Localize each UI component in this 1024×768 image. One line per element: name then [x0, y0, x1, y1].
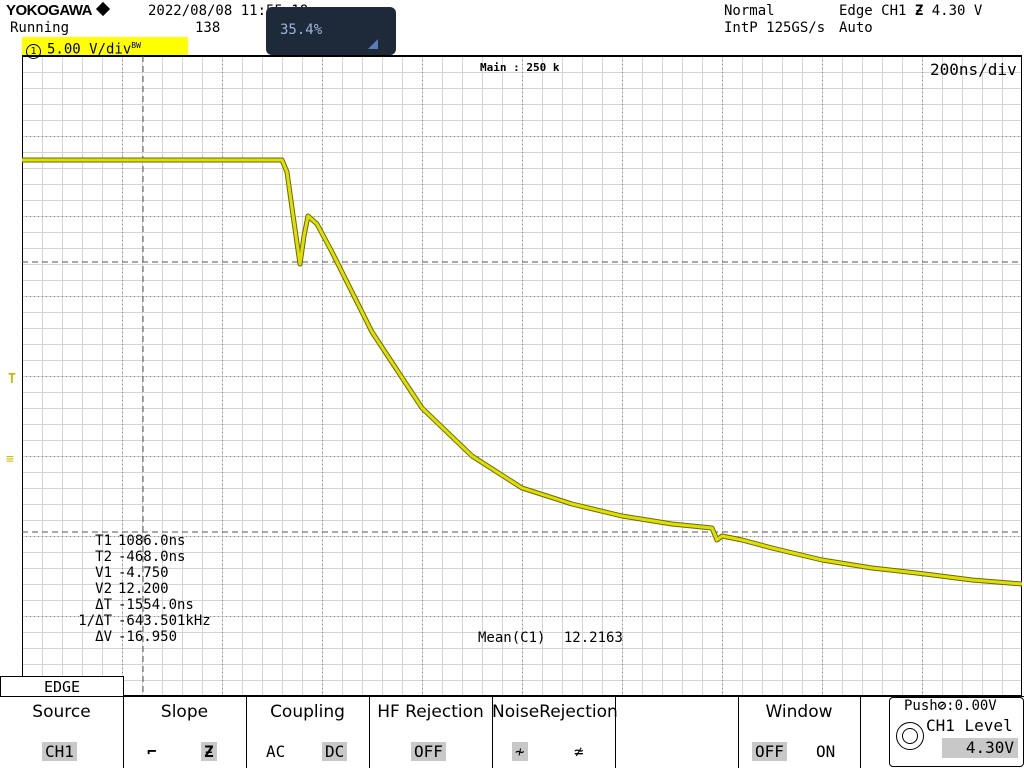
noise-off-icon[interactable]: ≁ — [512, 742, 528, 761]
push-label: Push — [904, 698, 938, 714]
push-value: :0.00V — [946, 698, 997, 714]
softkey-slope[interactable]: Slope ⌐ Ƶ — [123, 696, 247, 768]
null-icon: ⊘ — [937, 698, 947, 714]
slope-title: Slope — [160, 702, 209, 722]
level-value[interactable]: 4.30V — [942, 738, 1018, 758]
ch1-level-control[interactable]: Push⊘:0.00V CH1 Level 4.30V — [889, 697, 1024, 767]
window-off[interactable]: OFF — [752, 742, 787, 761]
bw-limit-mark: BW — [131, 41, 141, 50]
cursor-value: -16.950 — [118, 629, 178, 645]
trace-line — [22, 158, 1022, 586]
cursor-readout: T1 1086.0ns T2 -468.0ns V1 -4.750 V2 12.200 ΔT -1… — [62, 533, 211, 645]
acq-count: 138 — [195, 20, 221, 36]
ground-marker-icon: ≡ — [6, 452, 14, 467]
coupling-ac[interactable]: AC — [266, 742, 286, 761]
cursor-value: 12.200 — [118, 581, 169, 597]
falling-edge-option-icon[interactable]: Ƶ — [201, 742, 217, 761]
cursor-label: T2 — [95, 549, 112, 565]
cursor-value: -643.501kHz — [118, 613, 211, 629]
softkey-window[interactable]: Window OFF ON — [738, 696, 861, 768]
source-value: CH1 — [42, 742, 77, 761]
intensity-value: 35.4% — [280, 22, 323, 38]
trigger-source: Edge CH1 — [839, 3, 907, 19]
cursor-label: 1/ΔT — [78, 613, 112, 629]
cursor-label: V2 — [95, 581, 112, 597]
cursor-label: ΔV — [95, 629, 112, 645]
cursor-row: ΔT -1554.0ns — [62, 597, 211, 613]
push-reset: Push⊘:0.00V — [904, 698, 997, 714]
trigger-type: Edge CH1 Ƶ 4.30 V — [839, 3, 982, 19]
graticule — [22, 56, 1022, 696]
source-title: Source — [32, 702, 91, 722]
timebase: 200ns/div — [930, 60, 1017, 79]
measurement: Mean(C1) 12.2163 — [478, 630, 623, 646]
cursor-row: V1 -4.750 — [62, 565, 211, 581]
measure-value: 12.2163 — [563, 630, 623, 646]
rotary-knob-icon[interactable] — [896, 722, 924, 750]
ch1-trace — [22, 157, 1022, 587]
softkey-hf-rejection[interactable]: HF Rejection OFF — [369, 696, 493, 768]
brand-name: YOKOGAWA — [6, 2, 93, 19]
noise-rejection-title: NoiseRejection — [492, 702, 618, 722]
coupling-title: Coupling — [270, 702, 345, 722]
menu-divider — [0, 696, 1024, 697]
cursor-row: 1/ΔT -643.501kHz — [62, 613, 211, 629]
cursor-label: ΔT — [95, 597, 112, 613]
ch1-indicator: 1 — [26, 43, 41, 59]
hf-rejection-title: HF Rejection — [377, 702, 484, 722]
window-title: Window — [765, 702, 833, 722]
cursor-label: T1 — [95, 533, 112, 549]
sample-rate: IntP 125GS/s — [724, 20, 826, 36]
window-on[interactable]: ON — [816, 742, 836, 761]
cursor-row: ΔV -16.950 — [62, 629, 211, 645]
main-record-length: Main : 250 k — [480, 61, 560, 74]
intensity-popup[interactable]: 35.4% — [266, 7, 396, 55]
acq-mode: Normal — [724, 3, 775, 19]
brand-logo: YOKOGAWA — [6, 1, 111, 19]
softkey-coupling[interactable]: Coupling AC DC — [246, 696, 370, 768]
cursor-label: V1 — [95, 565, 112, 581]
trigger-level-marker-icon: T — [8, 372, 16, 387]
run-status: Running — [10, 20, 70, 36]
cursor-value: -468.0ns — [118, 549, 186, 565]
softkey-source[interactable]: Source CH1 — [0, 696, 124, 768]
trigger-mode: Auto — [839, 20, 873, 36]
noise-on-icon[interactable]: ≄ — [574, 742, 584, 761]
menu-tab-edge[interactable]: EDGE — [0, 676, 124, 697]
corner-arrow-icon — [368, 39, 378, 49]
ch1-scale-bar[interactable]: 1 5.00 V/divBW — [22, 37, 188, 59]
softkey-noise-rejection[interactable]: NoiseRejection ≁ ≄ — [492, 696, 618, 768]
waveform-display[interactable] — [22, 56, 1022, 696]
diamond-icon — [95, 1, 111, 17]
level-title: CH1 Level — [926, 716, 1013, 735]
cursor-row: T2 -468.0ns — [62, 549, 211, 565]
cursor-value: -4.750 — [118, 565, 169, 581]
cursor-value: 1086.0ns — [118, 533, 186, 549]
coupling-dc[interactable]: DC — [322, 742, 348, 761]
falling-edge-icon: Ƶ — [914, 3, 924, 19]
measure-label: Mean(C1) — [478, 630, 546, 646]
cursor-lines — [22, 56, 1022, 696]
hf-rejection-value: OFF — [411, 742, 446, 761]
softkey-empty — [615, 696, 739, 768]
screen-frame — [22, 56, 1022, 696]
trigger-level: 4.30 V — [931, 3, 983, 19]
ch1-scale: 5.00 V/div — [47, 41, 132, 58]
screen-top-border — [22, 55, 1022, 56]
cursor-row: V2 12.200 — [62, 581, 211, 597]
rising-edge-icon[interactable]: ⌐ — [147, 742, 157, 761]
cursor-row: T1 1086.0ns — [62, 533, 211, 549]
cursor-value: -1554.0ns — [118, 597, 194, 613]
